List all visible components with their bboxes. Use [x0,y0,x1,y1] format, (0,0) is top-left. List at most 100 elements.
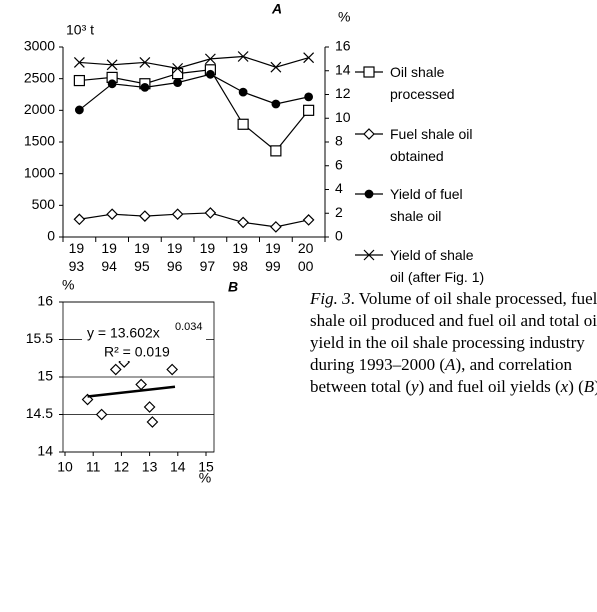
x-tick-label: 19 93 [69,240,85,274]
x-tick-label: 11 [86,459,101,475]
y2-axis-label: % [338,9,350,25]
r-squared: R² = 0.019 [104,344,170,360]
marker [363,66,375,78]
caption-text: B [583,377,595,396]
marker [140,82,150,92]
caption: Fig. 3. Volume of oil shale processed, f… [310,288,597,398]
x-tick-label: 15 [198,459,214,475]
x-tick-label: 14 [170,459,186,475]
y2-tick-label: 14 [335,61,351,77]
marker [166,363,179,376]
y-axis-label: % [62,277,74,293]
x-tick-label: 19 95 [134,240,150,274]
y-tick-label: 2000 [24,101,55,117]
trendline [87,385,176,398]
marker [237,118,249,130]
marker [106,208,118,221]
y-tick-label: 15.5 [26,330,53,346]
marker [139,57,151,68]
marker [304,92,314,102]
legend-label: Oil shale processed [390,64,455,102]
marker [107,79,117,89]
x-tick-label: 13 [142,459,158,475]
marker [204,207,217,219]
legend-label: Yield of fuel shale oil [390,186,463,224]
legend-label: Fuel shale oil obtained [390,126,473,164]
y2-tick-label: 4 [335,180,343,196]
marker [363,249,375,261]
y-axis-label: 10³ t [66,22,94,38]
y-tick-label: 0 [47,228,55,244]
caption-text: ) and fuel oil yields ( [418,377,561,396]
y2-tick-label: 16 [335,38,351,54]
marker [303,52,315,64]
marker [303,104,315,116]
y-tick-label: 2500 [24,69,55,85]
marker [143,401,156,413]
x-tick-label: 19 98 [232,240,248,274]
y2-tick-label: 12 [335,85,351,101]
x-tick-label: 19 97 [200,240,216,274]
chart-title: A [271,1,282,17]
y2-tick-label: 10 [335,109,351,125]
caption-text: ), and correlation between total ( [310,355,573,396]
series-line [79,73,309,111]
marker [106,59,118,71]
y-tick-label: 14.5 [26,405,53,421]
x-tick-label: 10 [57,459,73,475]
chart-title: B [228,279,238,295]
marker [237,51,249,62]
marker [364,189,374,199]
caption-text: Fig. 3 [310,289,351,308]
marker [139,210,151,222]
y-tick-label: 1500 [24,133,55,149]
y-tick-label: 16 [37,293,53,309]
caption-text: A [445,355,456,374]
marker [109,363,122,376]
y2-tick-label: 2 [335,204,343,220]
equation-box [82,321,206,361]
y-tick-label: 3000 [24,38,55,54]
marker [171,208,184,221]
marker [237,216,249,229]
marker [73,213,86,226]
marker [146,416,159,428]
y-tick-label: 1000 [24,164,55,180]
marker [74,105,84,115]
y-tick-label: 500 [32,196,56,212]
x-tick-label: 19 99 [265,240,281,274]
y2-tick-label: 0 [335,228,343,244]
y2-tick-label: 8 [335,133,343,149]
marker [271,99,281,109]
marker [270,221,282,233]
caption-text: ) [594,377,597,396]
marker [270,61,282,73]
caption-text: x [560,377,569,396]
marker [270,145,282,157]
marker [73,57,85,68]
marker [173,78,183,88]
equation: y = 13.602x [87,325,160,341]
marker [95,408,108,421]
x-tick-label: 12 [114,459,130,475]
y-tick-label: 14 [37,443,53,459]
marker [302,214,315,226]
marker [238,87,248,97]
marker [204,53,216,65]
series-line [79,55,309,69]
marker [172,62,184,74]
caption-text: y [411,377,419,396]
equation-exponent: 0.034 [175,321,203,333]
marker [172,67,184,80]
x-tick-label: 20 00 [298,240,314,274]
legend-label: Yield of shale oil (after Fig. 1) [390,247,485,285]
x-axis-label: % [199,470,211,486]
y2-tick-label: 6 [335,156,343,172]
marker [135,378,147,391]
x-tick-label: 19 94 [101,240,117,274]
caption-text: ) ( [568,377,584,396]
caption-text: . Volume of oil shale processed, fuel sh… [310,289,597,374]
marker [205,69,215,79]
